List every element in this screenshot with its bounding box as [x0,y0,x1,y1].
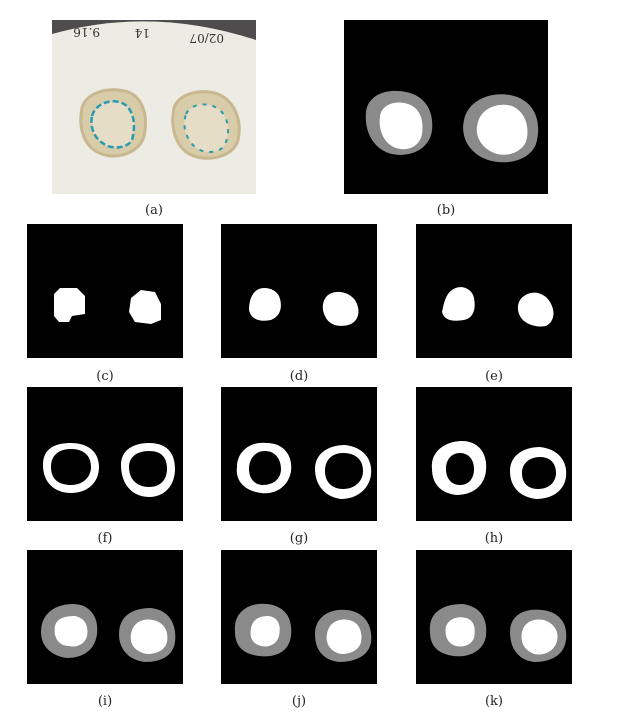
ring-left [236,442,292,494]
white-core-right [326,619,362,654]
ring-right [315,445,372,499]
colony-right [171,90,241,160]
panel-d [221,224,377,358]
panel-a-photo: 9.16 14 02/07 [52,20,256,194]
panel-g [221,387,377,521]
panel-k [416,550,572,684]
handwriting-2: 14 [134,26,150,40]
white-core-left [445,617,475,647]
caption-f: (f) [97,531,113,546]
blob-right [517,292,554,327]
white-core-left [379,102,423,150]
caption-e: (e) [485,369,503,384]
panel-f [27,387,183,521]
panel-b-segmentation [344,20,548,194]
blob-left [249,288,281,321]
caption-a: (a) [145,203,163,218]
handwritten-label: 9.16 14 02/07 [73,25,224,45]
panel-h [416,387,572,521]
blob-left [54,288,85,322]
blob-right [322,291,359,326]
white-core-right [476,104,528,155]
caption-j: (j) [291,694,307,709]
ring-right [121,443,175,497]
caption-d: (d) [289,369,309,384]
ring-left [431,441,487,495]
handwriting-1: 9.16 [73,25,100,39]
caption-c: (c) [96,369,114,384]
white-core-left [54,616,88,647]
panel-c [27,224,183,358]
colony-left [79,88,147,158]
caption-i: (i) [97,694,113,709]
white-core-right [521,619,558,655]
panel-i [27,550,183,684]
caption-b: (b) [436,203,456,218]
blob-right [129,290,161,324]
panel-j [221,550,377,684]
white-core-left [250,616,280,647]
ring-left [43,443,99,493]
panel-e [416,224,572,358]
caption-k: (k) [484,694,504,709]
ring-right [510,447,567,499]
blob-left [442,287,475,321]
caption-h: (h) [484,531,504,546]
handwriting-3: 02/07 [189,31,224,45]
white-core-right [130,619,168,654]
caption-g: (g) [289,531,309,546]
